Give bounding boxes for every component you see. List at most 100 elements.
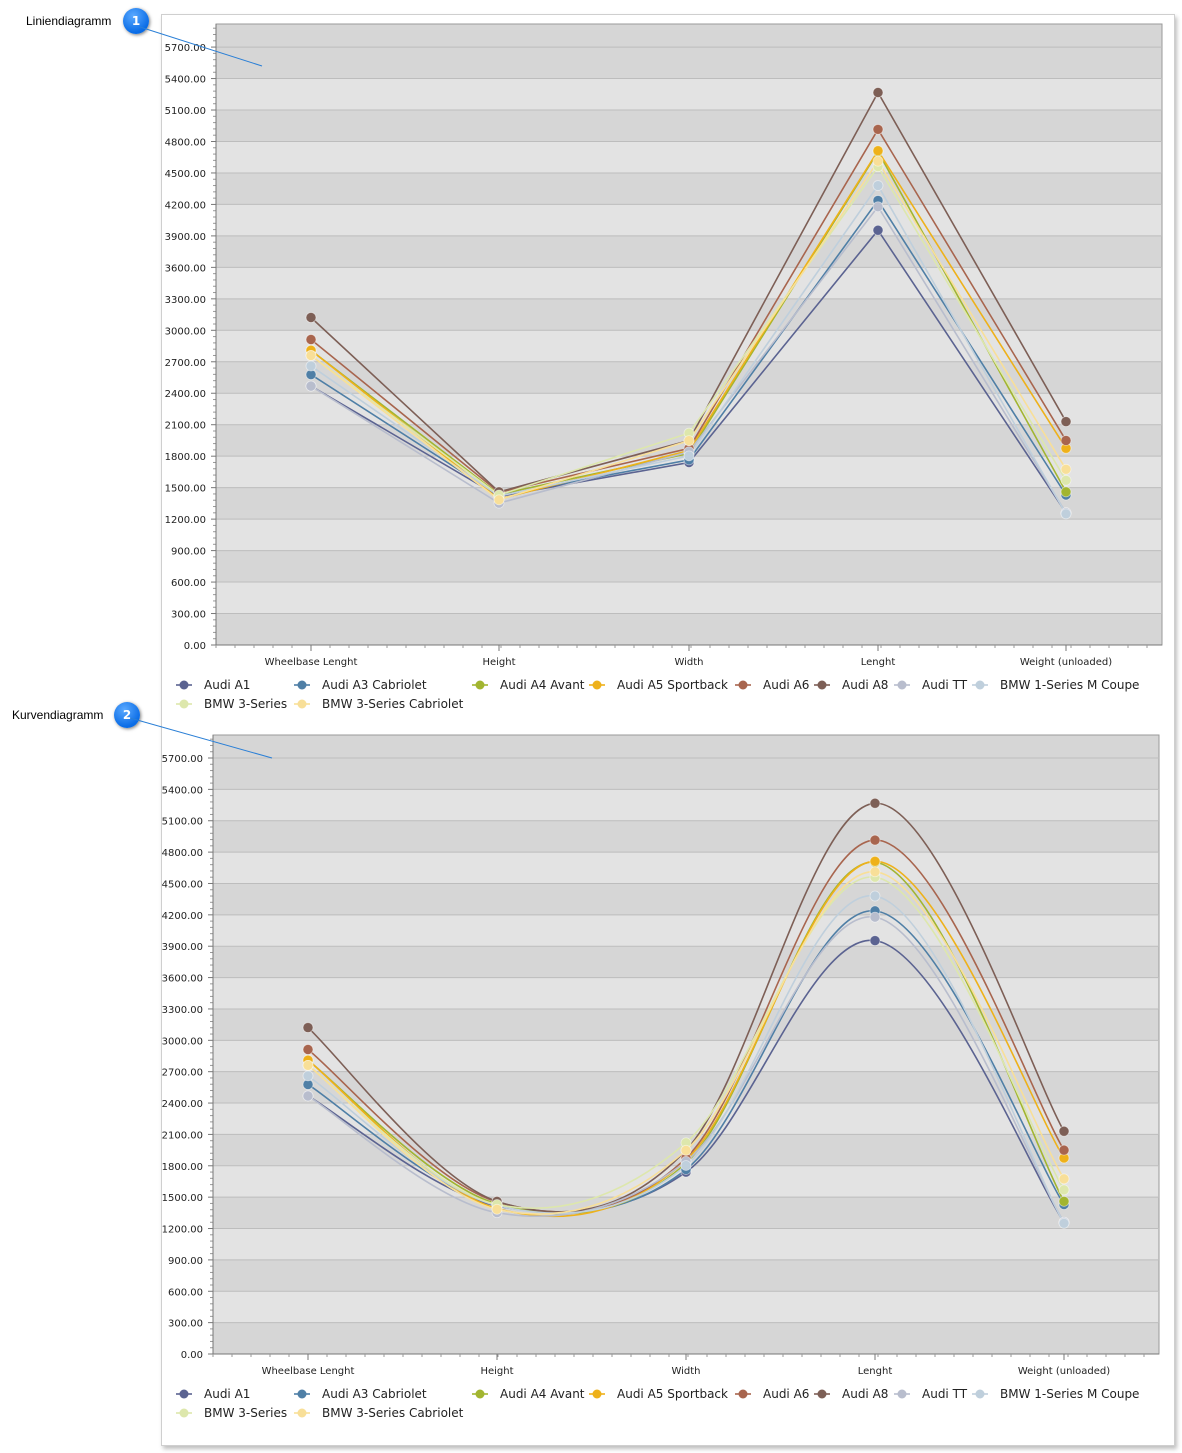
legend-label: BMW 3-Series xyxy=(204,697,287,711)
y-tick-label: 1200.00 xyxy=(165,515,206,526)
legend-swatch-marker xyxy=(592,680,602,690)
data-point xyxy=(491,1203,503,1215)
data-point xyxy=(869,866,881,878)
data-point xyxy=(1058,1217,1070,1229)
data-point xyxy=(872,87,884,98)
y-tick-label: 300.00 xyxy=(168,1319,203,1330)
legend-item: Audi A6 xyxy=(735,1387,809,1401)
grid-band xyxy=(213,1071,1159,1104)
grid-band xyxy=(213,758,1159,790)
legend-label: Audi A8 xyxy=(842,1387,888,1401)
legend-label: Audi TT xyxy=(922,678,968,692)
legend-label: BMW 1-Series M Coupe xyxy=(1000,678,1139,692)
x-tick-label: Lenght xyxy=(861,657,896,668)
legend-item: BMW 3-Series xyxy=(176,697,287,711)
chart-1: 0.00 300.00 600.00 900.00 1200.00 1500.00 1800… xyxy=(165,23,1163,711)
legend-label: Audi A1 xyxy=(204,678,250,692)
legend-label: BMW 3-Series Cabriolet xyxy=(322,1406,464,1420)
legend-item: BMW 1-Series M Coupe xyxy=(972,678,1139,692)
grid-band xyxy=(216,24,1162,48)
data-point xyxy=(872,124,884,135)
legend-swatch-marker xyxy=(897,1389,907,1399)
legend-swatch-marker xyxy=(975,1389,985,1399)
grid-band xyxy=(216,110,1162,142)
grid-band xyxy=(213,1259,1159,1292)
callout-badge-2[interactable]: 2 xyxy=(114,702,140,728)
grid-band xyxy=(213,1008,1159,1041)
data-point xyxy=(1058,1184,1070,1196)
legend-label: Audi A6 xyxy=(763,678,809,692)
legend-item: Audi TT xyxy=(894,1387,968,1401)
y-tick-label: 2100.00 xyxy=(162,1130,203,1141)
legend-label: BMW 3-Series xyxy=(204,1406,287,1420)
y-tick-label: 4200.00 xyxy=(162,911,203,922)
legend-label: BMW 3-Series Cabriolet xyxy=(322,697,464,711)
series-line-bmw-3-series-cabriolet xyxy=(307,870,1065,1215)
x-tick-label: Weight (unloaded) xyxy=(1020,657,1112,668)
legend-item: Audi A6 xyxy=(735,678,809,692)
data-point xyxy=(493,494,505,506)
legend-label: Audi A5 Sportback xyxy=(617,1387,728,1401)
data-point xyxy=(305,380,317,392)
data-point xyxy=(302,1022,314,1033)
grid-band xyxy=(216,487,1162,520)
legend-label: Audi A8 xyxy=(842,678,888,692)
grid-band xyxy=(213,1322,1159,1354)
grid-band xyxy=(213,946,1159,978)
data-point xyxy=(305,360,317,372)
data-point xyxy=(1060,474,1072,486)
legend-item: Audi A5 Sportback xyxy=(589,1387,728,1401)
data-point xyxy=(302,1060,314,1071)
data-point xyxy=(1060,486,1072,498)
legend-item: Audi A1 xyxy=(176,678,250,692)
legend-swatch-marker xyxy=(817,1389,827,1399)
y-tick-label: 4500.00 xyxy=(165,169,206,180)
legend-item: Audi A5 Sportback xyxy=(589,678,728,692)
grid-band xyxy=(213,1197,1159,1229)
legend-item: Audi A1 xyxy=(176,1387,250,1401)
legend-swatch-marker xyxy=(592,1389,602,1399)
series-line-bmw-1-series-m-coupe xyxy=(307,895,1065,1224)
legend-item: Audi TT xyxy=(894,678,968,692)
y-tick-label: 5400.00 xyxy=(162,785,203,796)
legend-label: Audi A4 Avant xyxy=(500,678,585,692)
data-point xyxy=(305,312,317,323)
legend-swatch-marker xyxy=(297,1389,307,1399)
grid-band xyxy=(216,298,1162,331)
y-tick-label: 5700.00 xyxy=(162,754,203,765)
series-line-audi-a6 xyxy=(307,839,1065,1213)
series-line-audi-tt xyxy=(307,916,1065,1223)
legend-swatch-marker xyxy=(817,680,827,690)
data-point xyxy=(683,450,695,462)
y-tick-label: 3000.00 xyxy=(162,1036,203,1047)
legend-item: Audi A3 Cabriolet xyxy=(294,1387,427,1401)
x-tick-label: Height xyxy=(482,657,515,668)
y-tick-label: 900.00 xyxy=(168,1256,203,1267)
data-point xyxy=(1058,1195,1070,1207)
data-point xyxy=(872,155,884,167)
y-tick-label: 4800.00 xyxy=(162,848,203,859)
grid-band xyxy=(213,735,1159,759)
callout-label-1: Liniendiagramm xyxy=(26,14,112,28)
y-tick-label: 2700.00 xyxy=(165,358,206,369)
grid-band xyxy=(216,613,1162,645)
y-tick-label: 2400.00 xyxy=(165,389,206,400)
data-point xyxy=(872,201,884,213)
y-tick-label: 4200.00 xyxy=(165,200,206,211)
y-tick-label: 2100.00 xyxy=(165,421,206,432)
y-tick-label: 1500.00 xyxy=(162,1193,203,1204)
legend-swatch-marker xyxy=(738,1389,748,1399)
x-tick-label: Weight (unloaded) xyxy=(1018,1366,1110,1377)
data-point xyxy=(869,834,881,846)
callout-badge-1[interactable]: 1 xyxy=(123,8,149,34)
callout-label-2: Kurvendiagramm xyxy=(12,708,104,722)
legend-swatch-marker xyxy=(297,699,307,709)
data-point xyxy=(1058,1144,1070,1156)
data-point xyxy=(869,935,881,946)
y-tick-label: 2400.00 xyxy=(162,1099,203,1110)
y-tick-label: 3000.00 xyxy=(165,326,206,337)
y-tick-label: 5100.00 xyxy=(165,106,206,117)
data-point xyxy=(872,224,884,236)
series-line-audi-a8 xyxy=(307,802,1065,1213)
